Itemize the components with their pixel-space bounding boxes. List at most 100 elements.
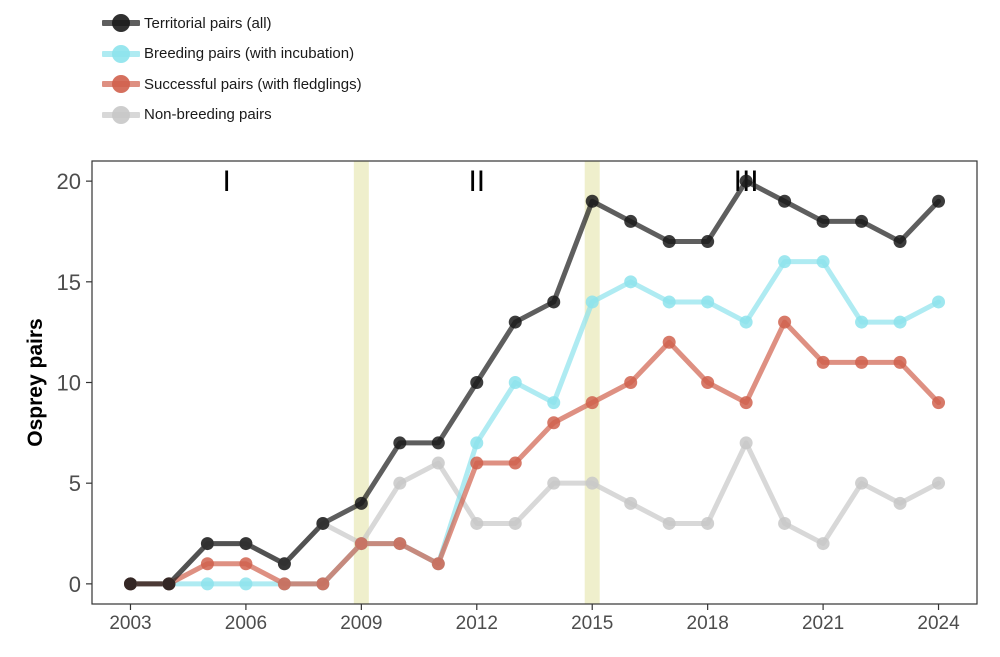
x-tick-label: 2009: [340, 613, 382, 634]
data-point: [354, 537, 368, 551]
data-point: [662, 335, 676, 349]
data-point: [470, 456, 484, 470]
data-point: [739, 436, 753, 450]
data-point: [316, 577, 330, 591]
data-point: [701, 295, 715, 309]
data-point: [585, 295, 599, 309]
period-label: I: [223, 165, 231, 198]
data-point: [162, 577, 176, 591]
data-point: [239, 557, 253, 571]
data-point: [508, 516, 522, 530]
data-point: [123, 577, 137, 591]
plot-panel-border: [91, 160, 978, 605]
data-point: [431, 436, 445, 450]
data-point: [547, 476, 561, 490]
data-point: [855, 355, 869, 369]
legend-label: Territorial pairs (all): [144, 14, 272, 32]
data-point: [855, 214, 869, 228]
legend-key: [100, 74, 142, 94]
data-point: [701, 376, 715, 389]
legend-key: [100, 44, 142, 64]
data-point: [508, 456, 522, 470]
data-point: [547, 295, 561, 309]
series-line: [127, 178, 942, 587]
data-point: [200, 557, 214, 571]
y-tick-label: 0: [69, 572, 81, 597]
data-point: [816, 355, 830, 369]
legend-item: Territorial pairs (all): [100, 8, 362, 39]
data-point: [200, 577, 214, 591]
data-point: [778, 315, 792, 329]
data-point: [547, 416, 561, 430]
y-tick-label: 5: [69, 471, 81, 496]
data-point: [778, 194, 792, 208]
data-point: [624, 496, 638, 510]
y-tick-label: 20: [57, 169, 81, 194]
data-point: [239, 537, 253, 551]
x-tick-label: 2015: [571, 613, 613, 634]
data-point: [316, 516, 330, 530]
data-point: [508, 376, 522, 389]
data-point: [662, 516, 676, 530]
data-point: [739, 396, 753, 410]
x-tick-label: 2024: [917, 613, 960, 634]
data-point: [816, 537, 830, 551]
series-line: [127, 319, 942, 587]
data-point: [431, 456, 445, 470]
data-point: [585, 476, 599, 490]
legend-label: Successful pairs (with fledglings): [144, 75, 362, 93]
y-tick-label: 10: [57, 371, 81, 396]
x-tick-label: 2018: [687, 613, 729, 634]
x-tick-label: 2006: [225, 613, 267, 634]
x-tick-label: 2021: [802, 613, 844, 634]
data-point: [200, 537, 214, 551]
legend-label: Non-breeding pairs: [144, 106, 272, 124]
data-point: [701, 516, 715, 530]
series-line: [127, 259, 942, 587]
data-point: [893, 355, 907, 369]
data-point: [239, 577, 253, 591]
x-tick-label: 2012: [456, 613, 498, 634]
data-point: [932, 396, 946, 410]
legend-key: [100, 13, 142, 33]
data-point: [470, 516, 484, 530]
data-point: [932, 194, 946, 208]
data-point: [816, 214, 830, 228]
data-point: [624, 275, 638, 289]
period-boundary-band: [584, 161, 600, 604]
legend-item: Successful pairs (with fledglings): [100, 69, 362, 100]
legend: Territorial pairs (all) Breeding pairs (w…: [100, 8, 362, 130]
data-point: [701, 235, 715, 249]
data-point: [893, 496, 907, 510]
data-point: [932, 295, 946, 309]
data-point: [816, 255, 830, 269]
data-point: [932, 476, 946, 490]
data-point: [624, 376, 638, 389]
data-point: [662, 295, 676, 309]
legend-label: Breeding pairs (with incubation): [144, 45, 355, 63]
data-point: [739, 174, 753, 188]
legend-item: Non-breeding pairs: [100, 100, 362, 131]
x-tick-label: 2003: [109, 613, 151, 634]
period-label: II: [468, 165, 485, 198]
data-point: [585, 194, 599, 208]
data-point: [393, 537, 407, 551]
data-point: [739, 315, 753, 329]
data-point: [393, 436, 407, 450]
data-point: [855, 476, 869, 490]
data-point: [547, 396, 561, 410]
data-point: [393, 476, 407, 490]
data-point: [508, 315, 522, 329]
data-point: [893, 315, 907, 329]
data-point: [585, 396, 599, 410]
y-axis-label: Osprey pairs: [24, 318, 47, 446]
data-point: [662, 235, 676, 249]
data-point: [778, 516, 792, 530]
data-point: [470, 376, 484, 389]
legend-key: [100, 105, 142, 125]
data-point: [354, 496, 368, 510]
y-tick-label: 15: [57, 270, 81, 295]
data-point: [277, 577, 291, 591]
legend-item: Breeding pairs (with incubation): [100, 39, 362, 70]
